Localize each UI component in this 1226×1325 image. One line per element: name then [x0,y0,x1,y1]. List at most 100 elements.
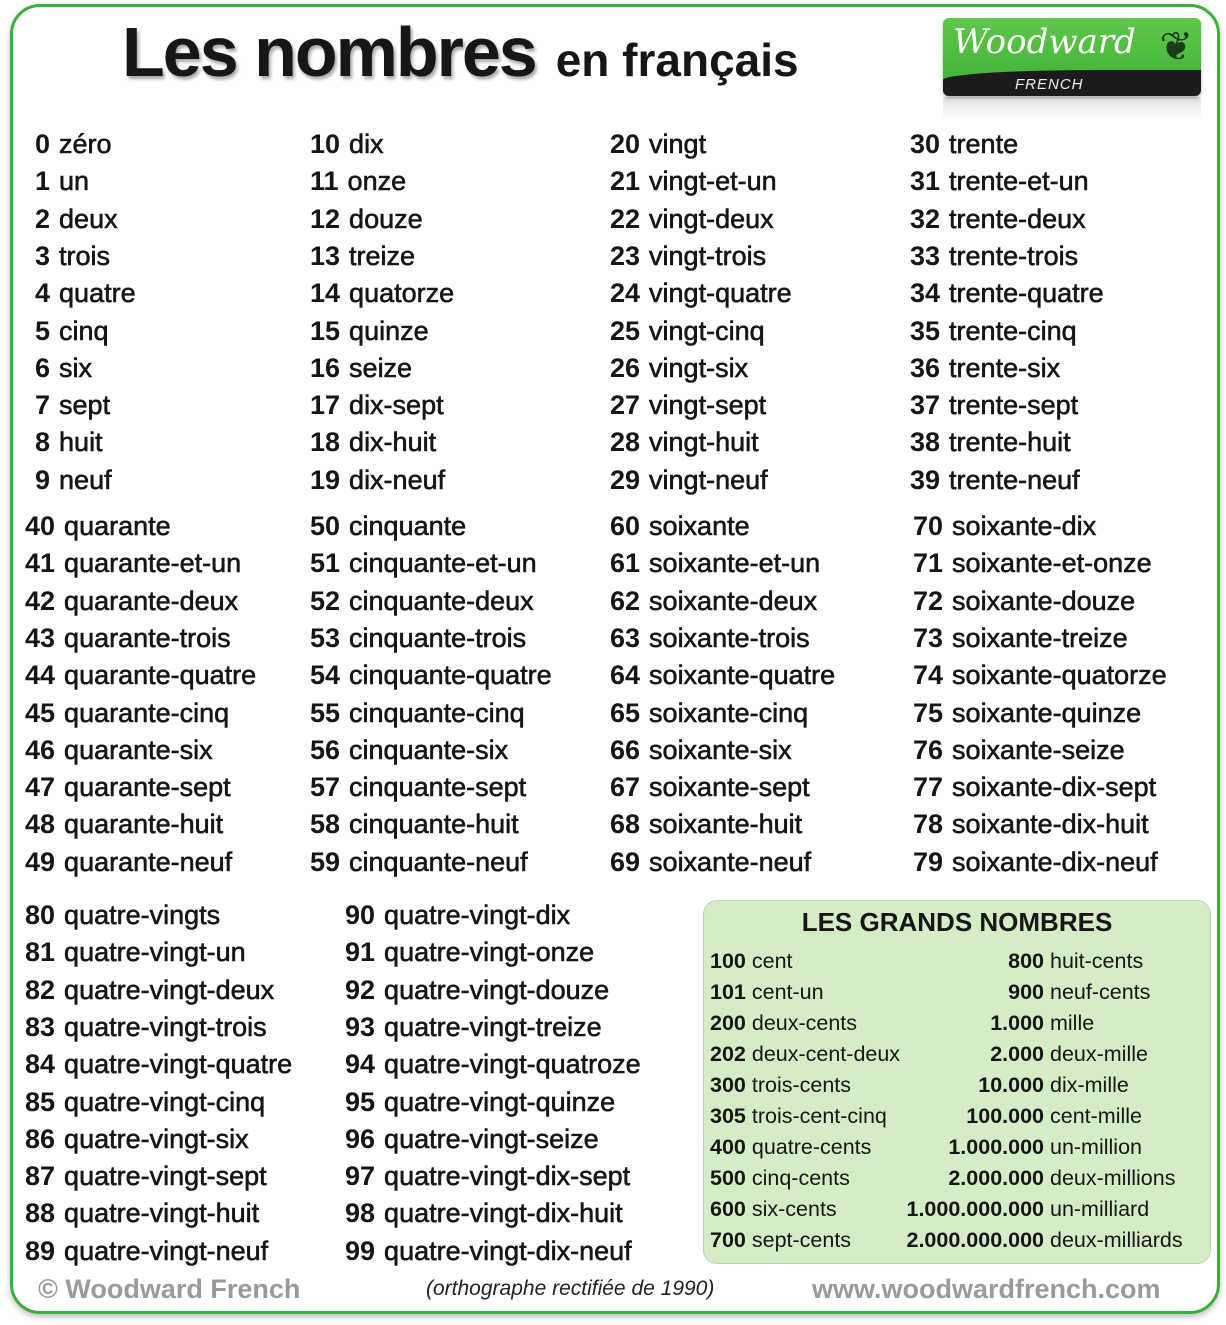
logo-reflection [943,97,1201,119]
number-digits: 60 [610,511,641,541]
number-digits: 23 [610,240,641,271]
number-word: cinquante-deux [349,585,534,616]
number-digits: 99 [345,1235,376,1266]
number-digits: 82 [25,974,56,1005]
number-word: treize [349,240,416,272]
number-row: 90 quatre-vingt-dix [345,900,570,931]
number-row: 83 quatre-vingt-trois [25,1012,267,1043]
grand-number-digits: 2.000.000 [948,1166,1044,1190]
number-digits: 37 [910,390,941,421]
grand-number-row: 100 cent [710,948,793,974]
number-word: soixante-deux [649,585,818,616]
number-row: 12 douze [310,203,423,234]
number-digits: 97 [345,1161,376,1192]
number-row: 27 vingt-sept [610,390,766,421]
number-word: quatre-vingt-quinze [384,1086,616,1117]
number-word: trente-et-un [949,166,1089,197]
number-row: 53 cinquante-trois [310,622,526,654]
grands-nombres-box: LES GRANDS NOMBRES 100 cent 101 cent-un 20… [703,900,1211,1264]
number-word: quarante-sept [64,772,231,803]
number-word: zéro [59,129,112,160]
number-digits: 63 [610,622,641,653]
number-word: trente-neuf [949,464,1080,495]
number-word: dix-huit [349,427,437,458]
number-digits: 7 [35,390,51,421]
grand-number-word: neuf-cents [1049,980,1151,1004]
number-row: 45 quarante-cinq [25,697,229,728]
number-digits: 53 [310,622,341,653]
number-row: 50 cinquante [310,511,466,542]
number-word: quatre-vingt-deux [64,974,275,1005]
number-digits: 73 [913,622,944,653]
number-row: 26 vingt-six [610,352,748,383]
number-word: quatre-vingt-quatroze [384,1049,641,1080]
number-word: cinquante-six [349,734,509,765]
number-row: 72 soixante-douze [913,585,1135,616]
number-row: 74 soixante-quatorze [913,660,1167,691]
spelling-note: (orthographe rectifiée de 1990) [426,1277,715,1300]
number-word: quarante-trois [64,622,231,654]
grand-number-row: 500 cinq-cents [710,1165,850,1191]
number-word: dix [349,129,384,160]
number-row: 5 cinq [35,315,109,346]
number-digits: 20 [610,129,641,159]
grand-number-row: 1.000.000.000 un-milliard [874,1196,1150,1222]
number-digits: 39 [910,464,941,495]
number-row: 75 soixante-quinze [913,697,1141,728]
number-digits: 61 [610,548,641,579]
number-row: 24 vingt-quatre [610,278,792,309]
grand-number-word: cinq-cents [751,1166,850,1190]
number-digits: 96 [345,1123,376,1154]
number-digits: 74 [913,660,944,691]
number-row: 85 quatre-vingt-cinq [25,1086,265,1117]
number-word: cinquante-huit [349,809,519,840]
number-row: 93 quatre-vingt-treize [345,1011,602,1043]
number-word: neuf [59,464,112,495]
number-digits: 88 [25,1198,56,1229]
number-digits: 50 [310,511,341,541]
number-row: 84 quatre-vingt-quatre [25,1049,292,1080]
number-row: 22 vingt-deux [610,203,774,234]
number-digits: 46 [25,734,56,765]
number-digits: 0 [35,129,51,159]
grand-number-word: quatre-cents [751,1135,872,1159]
grand-number-word: mille [1049,1011,1095,1035]
number-digits: 65 [610,697,641,728]
number-word: quatre-vingt-six [64,1123,249,1154]
number-row: 73 soixante-treize [913,622,1128,654]
number-row: 21 vingt-et-un [610,166,777,197]
grand-number-digits: 202 [710,1042,746,1066]
grand-number-row: 1.000 mille [874,1010,1094,1036]
number-row: 29 vingt-neuf [610,464,768,495]
grand-number-digits: 2.000.000.000 [906,1228,1045,1252]
number-word: quinze [349,315,429,346]
number-row: 99 quatre-vingt-dix-neuf [345,1235,632,1266]
number-word: quatre-vingt-treize [384,1011,602,1043]
number-row: 69 soixante-neuf [610,846,812,877]
number-word: soixante-neuf [649,846,812,877]
number-word: soixante-sept [649,772,810,803]
number-digits: 55 [310,697,341,728]
grand-number-word: un-milliard [1049,1197,1150,1221]
number-word: quarante-neuf [64,846,233,877]
number-word: cinquante-cinq [349,697,525,728]
number-row: 52 cinquante-deux [310,585,534,616]
number-word: soixante-quatorze [952,660,1167,691]
grand-number-word: deux-cent-deux [751,1042,901,1066]
grand-number-word: deux-cents [751,1011,858,1035]
number-row: 62 soixante-deux [610,585,818,616]
number-word: vingt [649,129,707,160]
number-row: 19 dix-neuf [310,464,445,495]
grand-number-digits: 800 [1008,949,1044,973]
number-row: 58 cinquante-huit [310,809,519,840]
number-digits: 89 [25,1235,56,1266]
number-row: 0 zéro [35,129,112,160]
number-row: 91 quatre-vingt-onze [345,937,594,968]
grand-number-word: cent-un [751,980,824,1004]
number-word: deux [59,203,118,234]
logo-band [943,70,1201,96]
number-digits: 84 [25,1049,56,1080]
title-sub: en français [555,34,799,86]
number-word: vingt-deux [649,203,774,234]
number-digits: 21 [610,166,641,197]
